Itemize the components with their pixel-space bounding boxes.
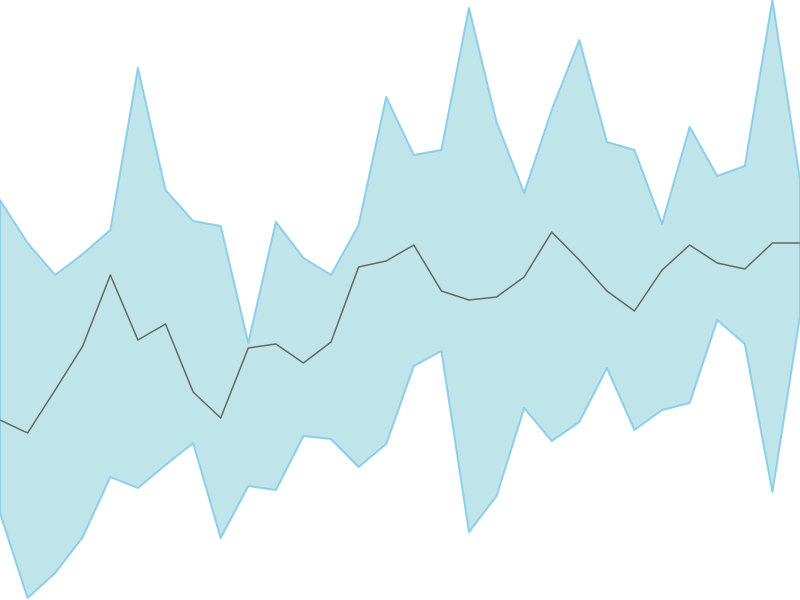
center-line	[0, 231, 800, 434]
